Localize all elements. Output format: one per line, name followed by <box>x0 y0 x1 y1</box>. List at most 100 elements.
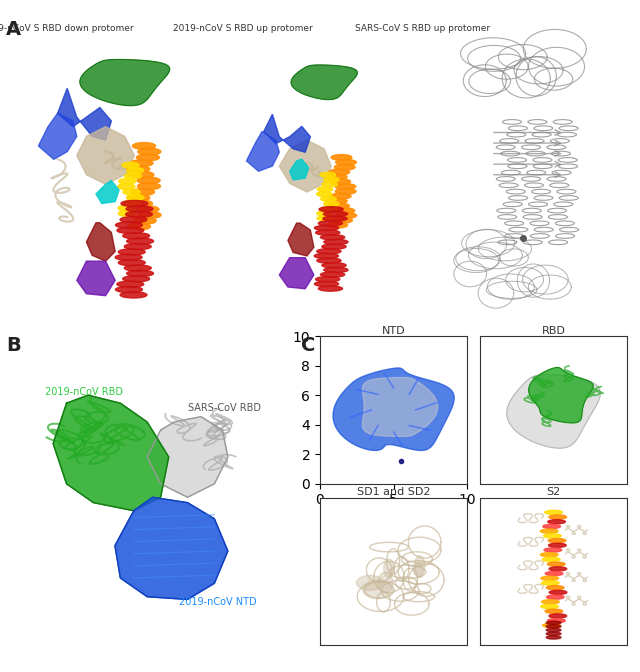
Ellipse shape <box>138 149 161 155</box>
Ellipse shape <box>541 605 559 609</box>
Ellipse shape <box>124 265 151 271</box>
Ellipse shape <box>540 529 558 533</box>
Ellipse shape <box>136 154 159 161</box>
Ellipse shape <box>549 515 566 519</box>
Polygon shape <box>413 563 423 577</box>
Ellipse shape <box>542 557 560 562</box>
Text: 2019-nCoV RBD: 2019-nCoV RBD <box>45 387 123 397</box>
Ellipse shape <box>543 534 561 538</box>
Ellipse shape <box>336 212 356 218</box>
Ellipse shape <box>127 223 150 230</box>
Text: B: B <box>6 336 21 355</box>
Ellipse shape <box>120 216 147 222</box>
Ellipse shape <box>548 538 566 543</box>
Ellipse shape <box>545 510 563 514</box>
Ellipse shape <box>541 581 559 585</box>
Title: RBD: RBD <box>541 325 566 335</box>
Ellipse shape <box>541 576 559 581</box>
Polygon shape <box>378 573 393 593</box>
Ellipse shape <box>548 519 565 523</box>
Ellipse shape <box>543 524 561 528</box>
Polygon shape <box>264 114 310 153</box>
Ellipse shape <box>124 173 141 179</box>
Ellipse shape <box>545 610 563 614</box>
Ellipse shape <box>545 571 563 576</box>
Text: C: C <box>301 336 315 355</box>
Ellipse shape <box>123 276 150 282</box>
Ellipse shape <box>124 243 151 249</box>
Ellipse shape <box>330 179 351 185</box>
Ellipse shape <box>326 174 347 179</box>
Ellipse shape <box>115 286 142 292</box>
Text: A: A <box>6 20 22 39</box>
Ellipse shape <box>329 169 349 175</box>
Ellipse shape <box>327 222 348 228</box>
Text: SARS-CoV S RBD up protomer: SARS-CoV S RBD up protomer <box>355 24 490 32</box>
Ellipse shape <box>125 211 152 217</box>
Ellipse shape <box>547 621 561 624</box>
Ellipse shape <box>321 272 345 277</box>
Ellipse shape <box>133 218 156 224</box>
Ellipse shape <box>322 244 346 249</box>
Ellipse shape <box>118 183 135 190</box>
Ellipse shape <box>547 628 561 632</box>
Polygon shape <box>288 223 314 256</box>
Ellipse shape <box>123 233 150 239</box>
Ellipse shape <box>122 162 140 168</box>
Ellipse shape <box>126 206 153 212</box>
Ellipse shape <box>540 552 558 557</box>
Title: S2: S2 <box>547 487 561 497</box>
Polygon shape <box>279 140 331 192</box>
Polygon shape <box>383 559 394 577</box>
Polygon shape <box>96 181 119 204</box>
Ellipse shape <box>324 239 348 245</box>
Ellipse shape <box>335 183 356 190</box>
Ellipse shape <box>543 624 560 628</box>
Polygon shape <box>507 374 600 448</box>
Title: SD1 and SD2: SD1 and SD2 <box>357 487 430 497</box>
Ellipse shape <box>321 206 337 211</box>
Polygon shape <box>38 114 77 159</box>
Text: 2019-nCoV S RBD up protomer: 2019-nCoV S RBD up protomer <box>173 24 313 32</box>
Ellipse shape <box>115 222 142 228</box>
Ellipse shape <box>132 142 156 149</box>
Ellipse shape <box>118 259 145 265</box>
Ellipse shape <box>547 636 561 639</box>
Ellipse shape <box>123 189 140 195</box>
Ellipse shape <box>138 212 161 218</box>
Text: SARS-CoV RBD: SARS-CoV RBD <box>188 403 260 413</box>
Ellipse shape <box>324 177 339 182</box>
Ellipse shape <box>320 172 335 177</box>
Ellipse shape <box>321 196 336 202</box>
Ellipse shape <box>136 206 159 212</box>
Ellipse shape <box>548 619 565 623</box>
Ellipse shape <box>127 165 150 172</box>
Ellipse shape <box>131 171 154 178</box>
Title: NTD: NTD <box>382 325 405 335</box>
Polygon shape <box>279 257 314 289</box>
Ellipse shape <box>138 183 161 190</box>
Ellipse shape <box>127 167 144 173</box>
Polygon shape <box>291 65 357 99</box>
Ellipse shape <box>130 160 153 167</box>
Polygon shape <box>362 378 438 436</box>
Ellipse shape <box>115 254 142 260</box>
Ellipse shape <box>548 543 566 548</box>
Text: 2019-nCoV NTD: 2019-nCoV NTD <box>179 597 257 607</box>
Ellipse shape <box>547 625 561 628</box>
Ellipse shape <box>547 585 564 590</box>
Ellipse shape <box>316 277 340 282</box>
Ellipse shape <box>335 188 356 194</box>
Ellipse shape <box>127 194 144 200</box>
Ellipse shape <box>547 562 565 566</box>
Ellipse shape <box>317 192 332 196</box>
Ellipse shape <box>549 614 566 618</box>
Ellipse shape <box>328 203 349 209</box>
Ellipse shape <box>331 155 352 161</box>
Ellipse shape <box>117 227 144 233</box>
Ellipse shape <box>317 211 332 216</box>
Polygon shape <box>246 132 279 171</box>
Ellipse shape <box>127 270 154 276</box>
Ellipse shape <box>323 212 348 216</box>
Polygon shape <box>147 417 228 497</box>
